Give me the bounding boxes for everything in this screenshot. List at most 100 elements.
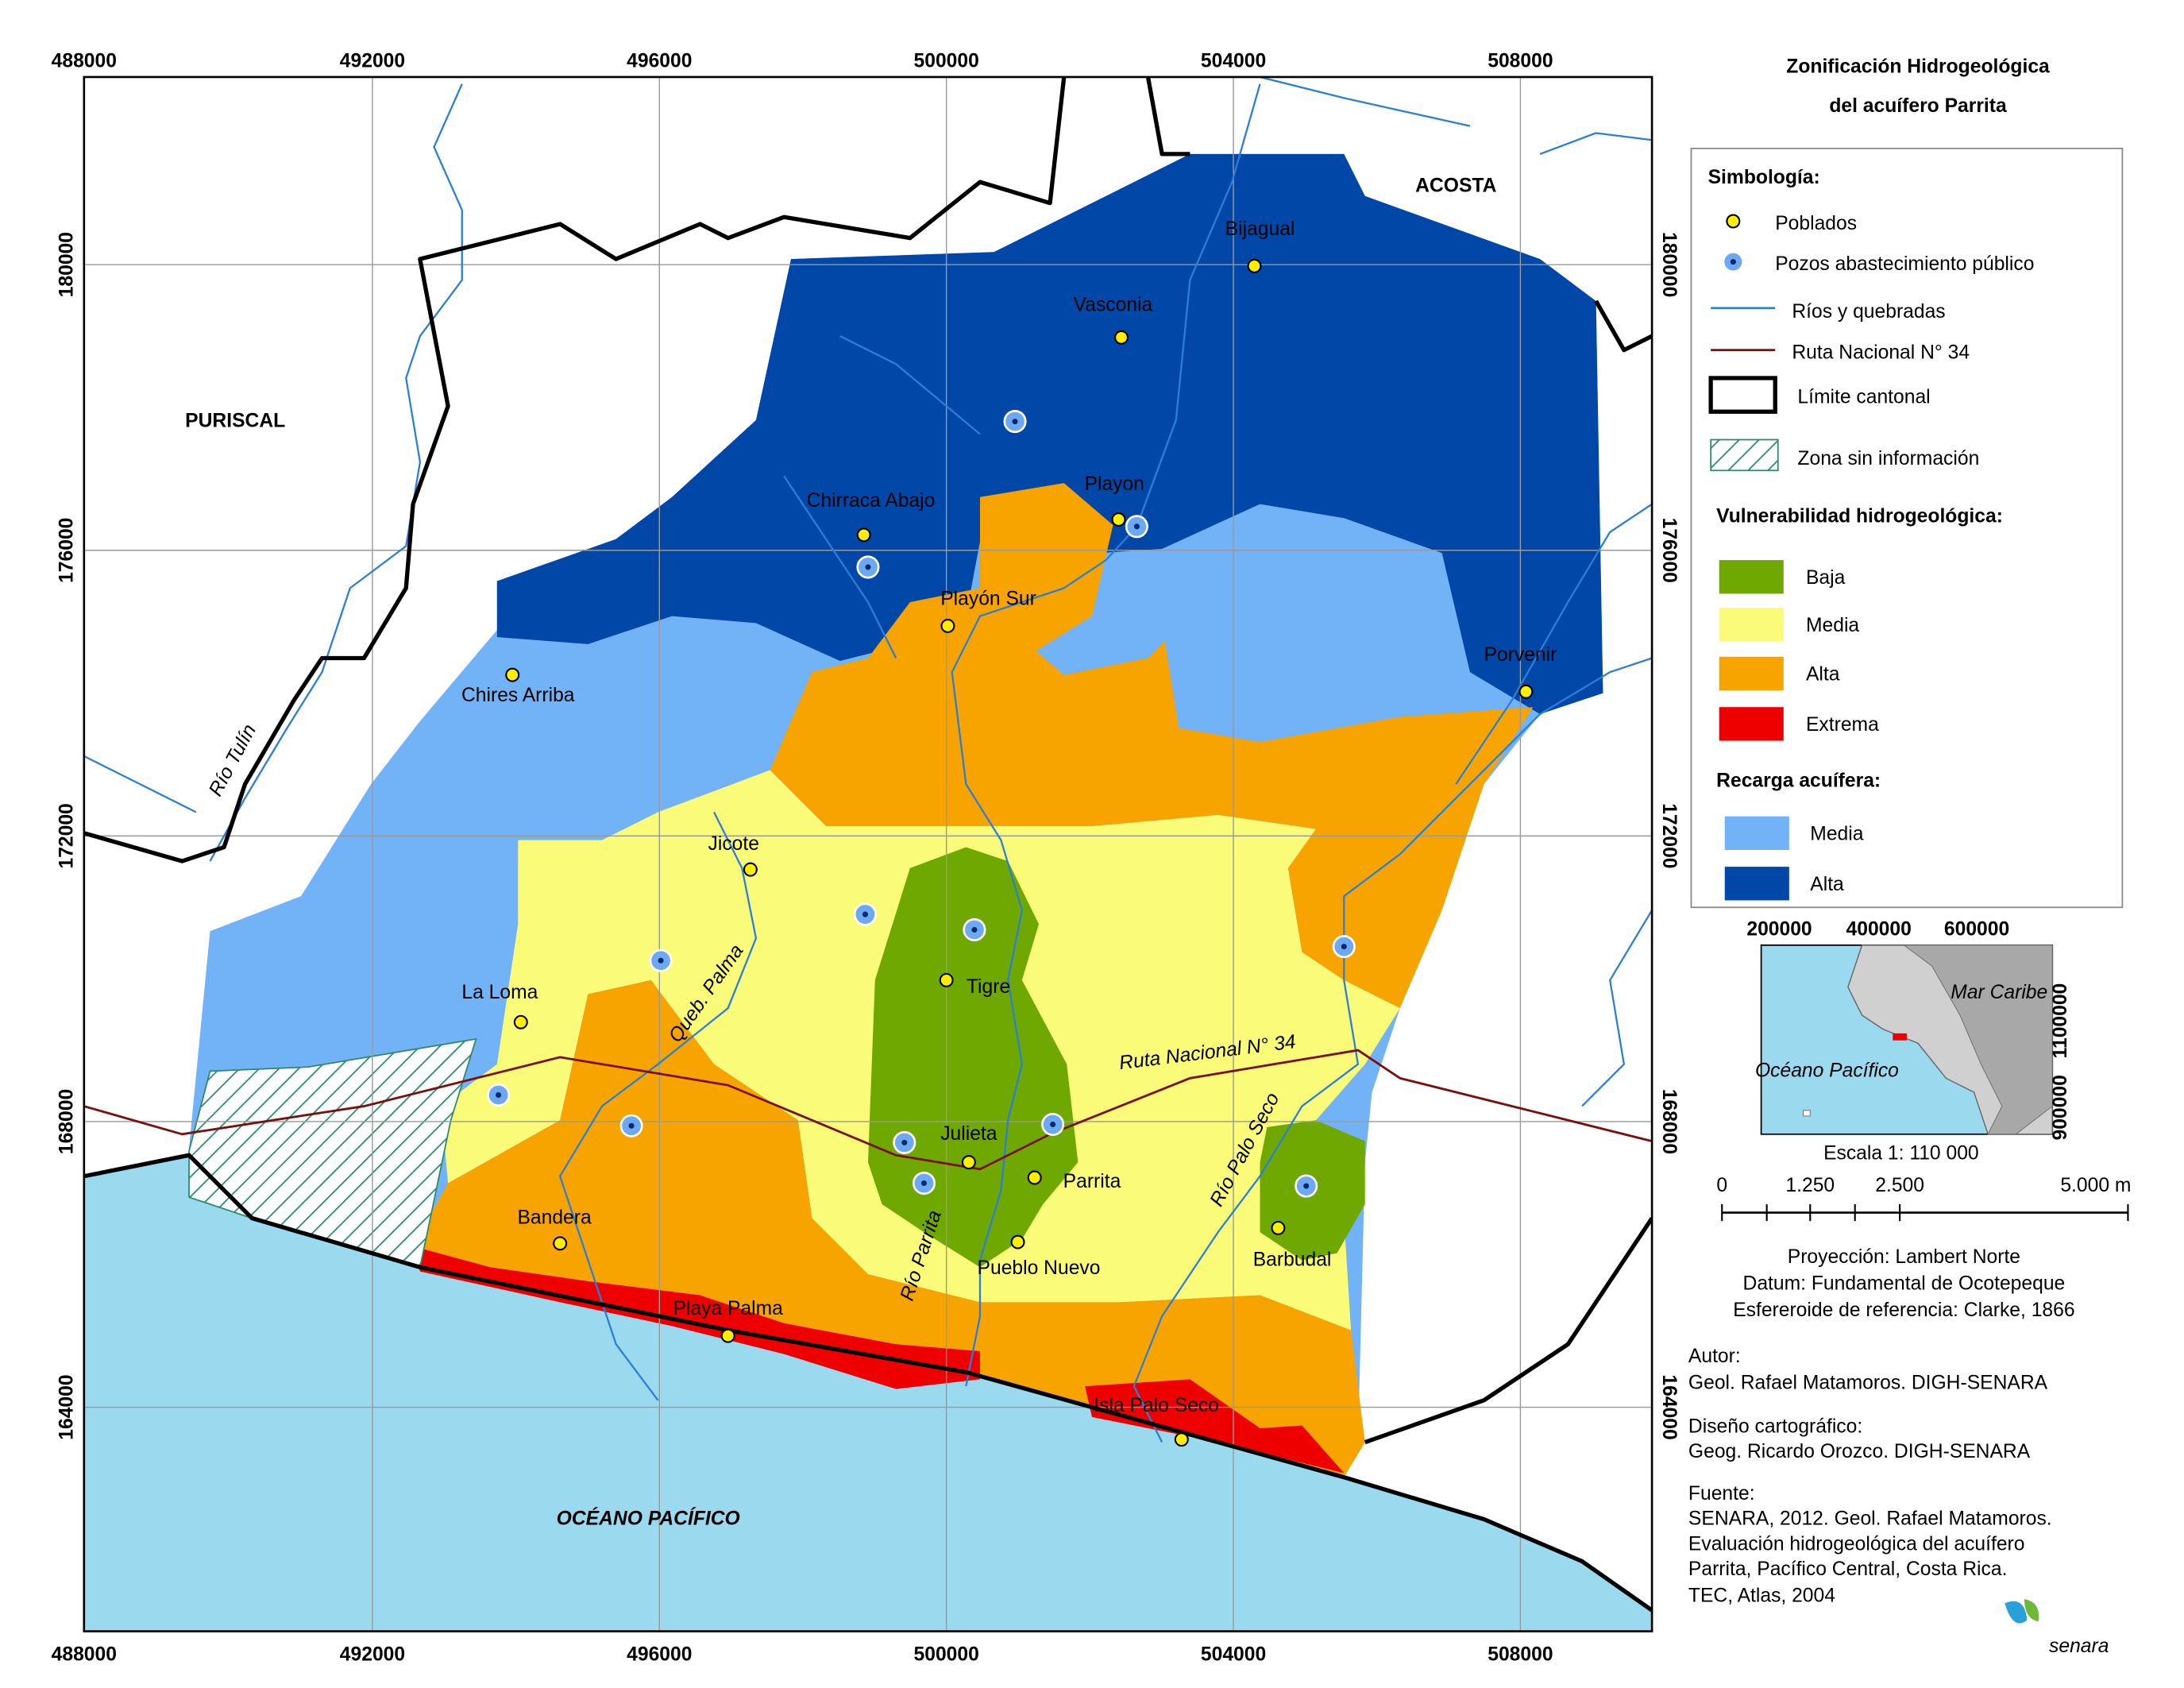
credit-heading: Autor:	[1688, 1346, 1741, 1367]
well-center	[658, 957, 664, 964]
vulnerability-extreme	[413, 1246, 980, 1389]
legend-label: Media	[1810, 824, 1863, 845]
inset-study-area	[1893, 1033, 1907, 1041]
vulnerability-extreme	[1085, 1379, 1345, 1474]
projection-text: Datum: Fundamental de Ocotepeque	[1743, 1273, 2066, 1294]
well-center	[901, 1139, 908, 1145]
ocean	[83, 1155, 1653, 1632]
credit-text: Geog. Ricardo Orozco. DIGH-SENARA	[1688, 1441, 2031, 1462]
river	[1539, 132, 1653, 155]
town-marker	[939, 972, 954, 987]
inset-sea-label: Océano Pacífico	[1755, 1060, 1899, 1082]
legend-label: Ruta Nacional N° 34	[1792, 342, 1970, 363]
town-label: Bijagual	[1225, 218, 1295, 240]
vulnerability-high	[413, 979, 1365, 1477]
legend-subtitle: Recarga acuífera:	[1716, 771, 1881, 792]
scale-label: 1.250	[1785, 1175, 1835, 1196]
inset-coordinate-label: 200000	[1746, 919, 1812, 941]
town-marker	[1010, 1234, 1025, 1250]
river	[839, 335, 981, 435]
town-label: Playón Sur	[940, 589, 1036, 610]
town-label: Playa Palma	[673, 1298, 783, 1319]
legend-swatch	[1724, 816, 1789, 850]
legend-swatch	[1730, 259, 1736, 265]
town-label: Chirraca Abajo	[807, 490, 936, 512]
legend-label: Baja	[1806, 567, 1846, 589]
legend-swatch	[1719, 656, 1784, 691]
legend-swatch	[1708, 376, 1777, 414]
y-coordinate-label: 168000	[56, 1089, 78, 1154]
town-label: Barbudal	[1253, 1250, 1332, 1271]
legend-label: Extrema	[1806, 714, 1879, 736]
scale-label: 0	[1716, 1175, 1727, 1196]
town-label: Tigre	[967, 976, 1010, 998]
town-marker	[1271, 1220, 1286, 1235]
legend-label: Zona sin información	[1797, 448, 1979, 469]
inset-coordinate-label: 900000	[2050, 1075, 2071, 1140]
projection-text: Esfereroide de referencia: Clarke, 1866	[1733, 1300, 2074, 1321]
x-coordinate-label: 500000	[914, 51, 979, 72]
inset-coordinate-label: 600000	[1944, 919, 2009, 941]
y-coordinate-label: 180000	[56, 232, 78, 297]
ocean-label: OCÉANO PACÍFICO	[557, 1508, 740, 1530]
x-coordinate-label: 500000	[914, 1644, 979, 1666]
logo-mark	[2024, 1599, 2039, 1622]
neighbor-label: PURISCAL	[185, 411, 285, 432]
town-marker	[1247, 258, 1262, 273]
title: del acuífero Parrita	[1829, 95, 2007, 117]
town-label: Isla Palo Seco	[1094, 1395, 1219, 1416]
canton-limit	[83, 76, 1067, 863]
x-coordinate-label: 508000	[1488, 51, 1553, 72]
well-center	[1341, 944, 1347, 950]
town-marker	[1518, 684, 1534, 699]
side-panel: Zonificación Hidrogeológica del acuífero …	[1688, 56, 2132, 1657]
legend-title: Simbología:	[1708, 167, 1820, 188]
town-label: Bandera	[517, 1207, 592, 1229]
x-coordinate-label: 488000	[52, 1644, 117, 1666]
well-center	[628, 1122, 635, 1129]
map-body: Bijagual Vasconia Chirraca Abajo Playon Play…	[83, 76, 1653, 1632]
legend-label: Poblados	[1775, 213, 1857, 234]
well-center	[971, 926, 978, 933]
x-coordinate-label: 504000	[1201, 1644, 1266, 1666]
road	[83, 1049, 1653, 1171]
neighbor-label: ACOSTA	[1415, 175, 1496, 196]
town-marker	[513, 1014, 528, 1029]
legend-label: Alta	[1806, 664, 1840, 686]
x-coordinate-label: 496000	[627, 51, 692, 72]
town-marker	[856, 527, 871, 543]
y-coordinate-label: 172000	[56, 803, 78, 868]
y-coordinate-label: 164000	[1658, 1374, 1680, 1439]
inset-land	[1903, 944, 2053, 1135]
well-center	[1133, 523, 1140, 530]
town-label: Julieta	[940, 1123, 997, 1145]
town-label: Playon	[1085, 473, 1144, 495]
scale-label: 2.500	[1875, 1175, 1924, 1196]
legend-swatch	[1710, 438, 1779, 472]
y-coordinate-label: 180000	[1658, 232, 1680, 297]
y-coordinate-label: 168000	[1658, 1089, 1680, 1154]
x-coordinate-label: 492000	[340, 1644, 405, 1666]
well-center	[1303, 1183, 1310, 1189]
legend-box	[1690, 147, 2124, 909]
logo: senara	[2049, 1636, 2109, 1657]
town-label: Vasconia	[1074, 294, 1153, 315]
x-coordinate-label: 488000	[52, 51, 117, 72]
legend-label: Pozos abastecimiento público	[1775, 253, 2034, 275]
river	[1581, 910, 1653, 1107]
river	[951, 83, 1261, 1387]
inset-coordinate-label: 400000	[1846, 919, 1912, 941]
credit-text: Parrita, Pacífico Central, Costa Rica.	[1688, 1559, 2008, 1580]
town-marker	[940, 618, 955, 633]
credit-text: Evaluación hidrogeológica del acuífero	[1688, 1533, 2025, 1555]
river	[1133, 657, 1653, 1443]
well-center	[1012, 419, 1018, 425]
well-center	[865, 564, 871, 570]
town-label: Porvenir	[1484, 644, 1557, 666]
town-marker	[1111, 512, 1126, 527]
town-label: Parrita	[1063, 1171, 1121, 1192]
legend-subtitle: Vulnerabilidad hidrogeológica:	[1716, 506, 2003, 527]
town-label: Chires Arriba	[461, 685, 575, 706]
town-marker	[1114, 330, 1129, 345]
